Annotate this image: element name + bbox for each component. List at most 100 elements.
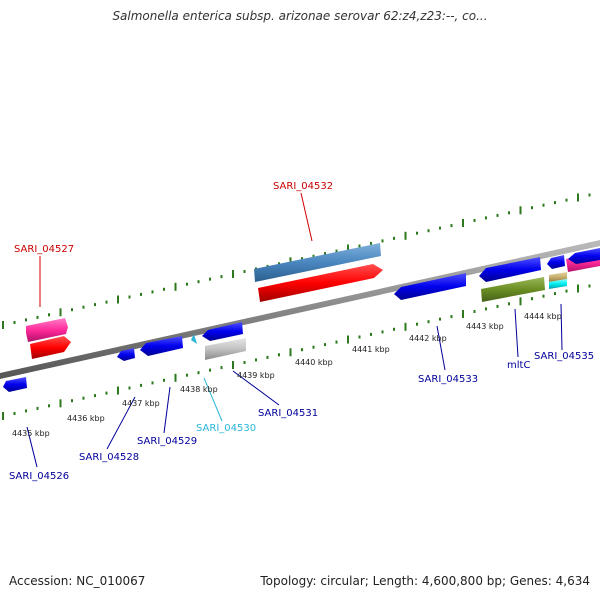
tick-mark xyxy=(25,318,27,322)
tick-mark xyxy=(36,406,39,410)
tick-mark xyxy=(220,366,223,370)
tick-mark xyxy=(439,317,441,321)
tick-mark xyxy=(117,386,119,395)
tick-mark xyxy=(588,193,591,197)
tick-mark xyxy=(186,282,188,286)
tick-mark xyxy=(312,345,315,349)
tick-mark xyxy=(554,292,556,296)
tick-mark xyxy=(519,297,522,306)
label-SARI_04532[interactable]: SARI_04532 xyxy=(273,181,333,192)
scale-label-4440: 4440 kbp xyxy=(295,358,333,367)
scale-label-4435: 4435 kbp xyxy=(12,429,50,438)
tick-mark xyxy=(140,383,142,387)
tick-mark xyxy=(554,201,556,205)
gene-SARI_04535[interactable] xyxy=(547,248,600,289)
label-SARI_04533[interactable]: SARI_04533 xyxy=(418,374,478,385)
tick-mark xyxy=(13,412,16,415)
tick-mark xyxy=(174,282,177,291)
label-SARI_04530[interactable]: SARI_04530 xyxy=(196,423,256,434)
tick-mark xyxy=(243,270,246,273)
tick-mark xyxy=(542,203,545,207)
tick-mark xyxy=(82,396,85,400)
tick-mark xyxy=(232,270,234,278)
tick-mark xyxy=(404,322,407,331)
accession-text: Accession: NC_010067 xyxy=(9,574,146,588)
tick-mark xyxy=(324,343,326,347)
tick-mark xyxy=(255,358,257,362)
tick-mark xyxy=(370,332,372,336)
scale-labels: 4435 kbp 4436 kbp 4437 kbp 4438 kbp 4439… xyxy=(12,312,562,438)
gene-SARI_04526[interactable] xyxy=(3,377,27,392)
map-title: Salmonella enterica subsp. arizonae sero… xyxy=(112,9,488,23)
label-SARI_04528[interactable]: SARI_04528 xyxy=(79,452,139,463)
label-mltC[interactable]: mltC xyxy=(507,360,530,371)
tick-mark xyxy=(393,236,395,240)
tick-mark xyxy=(404,231,407,240)
label-SARI_04535[interactable]: SARI_04535 xyxy=(534,351,594,362)
tick-mark xyxy=(393,327,395,331)
tick-mark xyxy=(59,399,62,408)
tick-mark xyxy=(105,300,108,304)
tick-mark xyxy=(496,304,499,308)
tick-mark xyxy=(71,308,73,312)
tick-mark xyxy=(197,280,200,284)
tick-mark xyxy=(128,386,131,390)
tick-mark xyxy=(416,231,418,235)
tick-mark xyxy=(358,335,361,339)
label-SARI_04531[interactable]: SARI_04531 xyxy=(258,408,318,419)
scale-label-4441: 4441 kbp xyxy=(352,345,390,354)
tick-mark xyxy=(347,244,349,253)
gene-SARI_04528[interactable] xyxy=(117,348,135,361)
tick-mark xyxy=(577,284,579,293)
tick-mark xyxy=(370,241,372,245)
tick-mark xyxy=(117,295,119,304)
tick-mark xyxy=(71,399,73,403)
tick-mark xyxy=(473,219,476,222)
gene-SARI_04532[interactable] xyxy=(254,243,383,302)
label-SARI_04527[interactable]: SARI_04527 xyxy=(14,244,74,255)
tick-mark xyxy=(163,378,165,382)
tick-mark xyxy=(48,313,50,317)
tick-mark xyxy=(232,361,234,369)
gene-SARI_04531[interactable] xyxy=(202,322,246,360)
tick-mark xyxy=(358,244,361,248)
scale-label-4442: 4442 kbp xyxy=(409,334,447,343)
tick-mark xyxy=(450,224,453,228)
scale-label-4444: 4444 kbp xyxy=(524,312,562,321)
tick-mark xyxy=(473,310,476,313)
label-SARI_04529[interactable]: SARI_04529 xyxy=(137,436,197,447)
tick-mark xyxy=(36,315,39,319)
tick-mark xyxy=(151,290,154,294)
tick-mark xyxy=(485,216,487,220)
tick-mark xyxy=(289,348,292,357)
tick-mark xyxy=(347,335,349,344)
tick-mark xyxy=(450,315,453,319)
scale-label-4436: 4436 kbp xyxy=(67,414,105,423)
tick-mark xyxy=(301,257,303,261)
tick-mark xyxy=(105,391,108,395)
tick-mark xyxy=(565,289,568,293)
tick-mark xyxy=(531,297,533,301)
tick-mark xyxy=(381,330,384,334)
label-SARI_04526[interactable]: SARI_04526 xyxy=(9,471,69,482)
gene-SARI_04527[interactable] xyxy=(26,318,71,359)
tick-mark xyxy=(243,361,246,364)
tick-mark xyxy=(2,412,4,420)
gene-SARI_04533[interactable] xyxy=(394,273,466,300)
tick-mark xyxy=(577,193,579,202)
gene-mltC[interactable] xyxy=(479,257,545,302)
tick-mark xyxy=(508,211,510,215)
gene-SARI_04529[interactable] xyxy=(140,336,183,356)
tick-mark xyxy=(2,321,4,329)
gene-SARI_04530[interactable] xyxy=(191,334,197,344)
tick-mark xyxy=(335,249,338,253)
tick-mark xyxy=(335,340,338,344)
tick-mark xyxy=(174,373,177,382)
tick-mark xyxy=(312,254,315,258)
tick-mark xyxy=(94,303,96,307)
tick-mark xyxy=(462,310,464,318)
tick-mark xyxy=(519,206,522,215)
tick-mark xyxy=(324,252,326,256)
tick-mark xyxy=(496,213,499,217)
